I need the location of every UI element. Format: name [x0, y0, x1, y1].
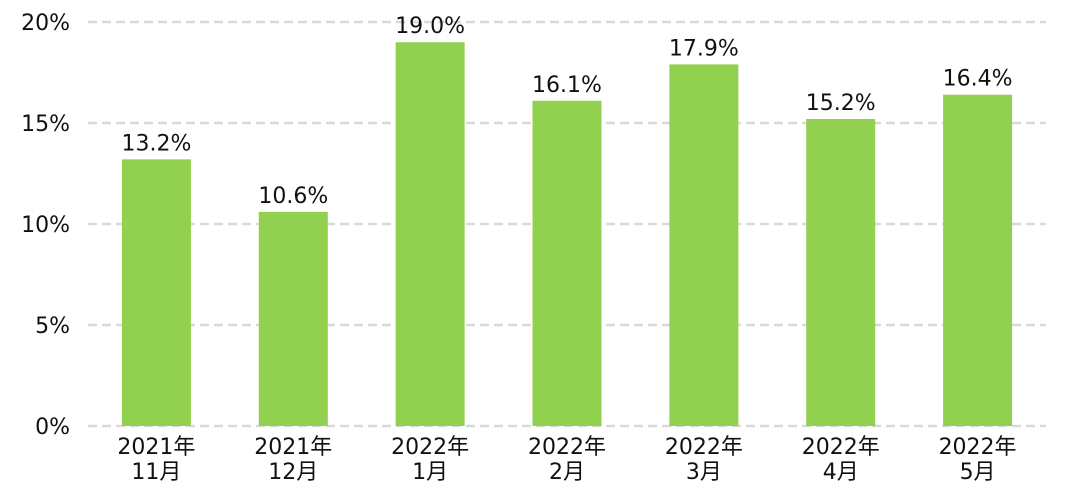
bar: [532, 100, 602, 426]
x-tick-label-month: 12月: [268, 460, 318, 485]
y-axis-tick-labels: 0% 5% 10% 15% 20%: [21, 11, 70, 440]
x-tick-label-month: 4月: [823, 460, 859, 485]
bar: [395, 42, 465, 426]
data-label: 16.1%: [532, 73, 602, 98]
x-tick-label-year: 2021年: [254, 435, 332, 460]
bars: [121, 42, 1013, 427]
data-label: 15.2%: [806, 91, 876, 116]
bar: [258, 211, 328, 426]
x-axis-category-labels: 2021年11月2021年12月2022年1月2022年2月2022年3月202…: [117, 435, 1016, 485]
y-tick-label: 20%: [21, 11, 70, 36]
data-label: 16.4%: [943, 67, 1013, 92]
data-label: 17.9%: [669, 36, 739, 61]
x-tick-label-year: 2022年: [802, 435, 880, 460]
x-tick-label-month: 11月: [131, 460, 181, 485]
y-tick-label: 0%: [35, 415, 70, 440]
x-tick-label-month: 3月: [686, 460, 722, 485]
x-tick-label-month: 2月: [549, 460, 585, 485]
x-tick-label-year: 2022年: [939, 435, 1017, 460]
y-tick-label: 5%: [35, 314, 70, 339]
bar: [121, 159, 191, 427]
y-tick-label: 15%: [21, 112, 70, 137]
data-label: 19.0%: [395, 14, 465, 39]
x-tick-label-month: 1月: [412, 460, 448, 485]
data-labels: 13.2% 10.6% 19.0% 16.1% 17.9% 15.2% 16.4%: [121, 14, 1012, 209]
x-tick-label-year: 2022年: [391, 435, 469, 460]
y-tick-label: 10%: [21, 213, 70, 238]
bar: [806, 118, 876, 427]
bar: [669, 64, 739, 427]
data-label: 13.2%: [121, 131, 191, 156]
x-tick-label-year: 2021年: [117, 435, 195, 460]
x-tick-label-month: 5月: [960, 460, 996, 485]
data-label: 10.6%: [258, 184, 328, 209]
x-tick-label-year: 2022年: [665, 435, 743, 460]
bar: [943, 94, 1013, 426]
x-tick-label-year: 2022年: [528, 435, 606, 460]
